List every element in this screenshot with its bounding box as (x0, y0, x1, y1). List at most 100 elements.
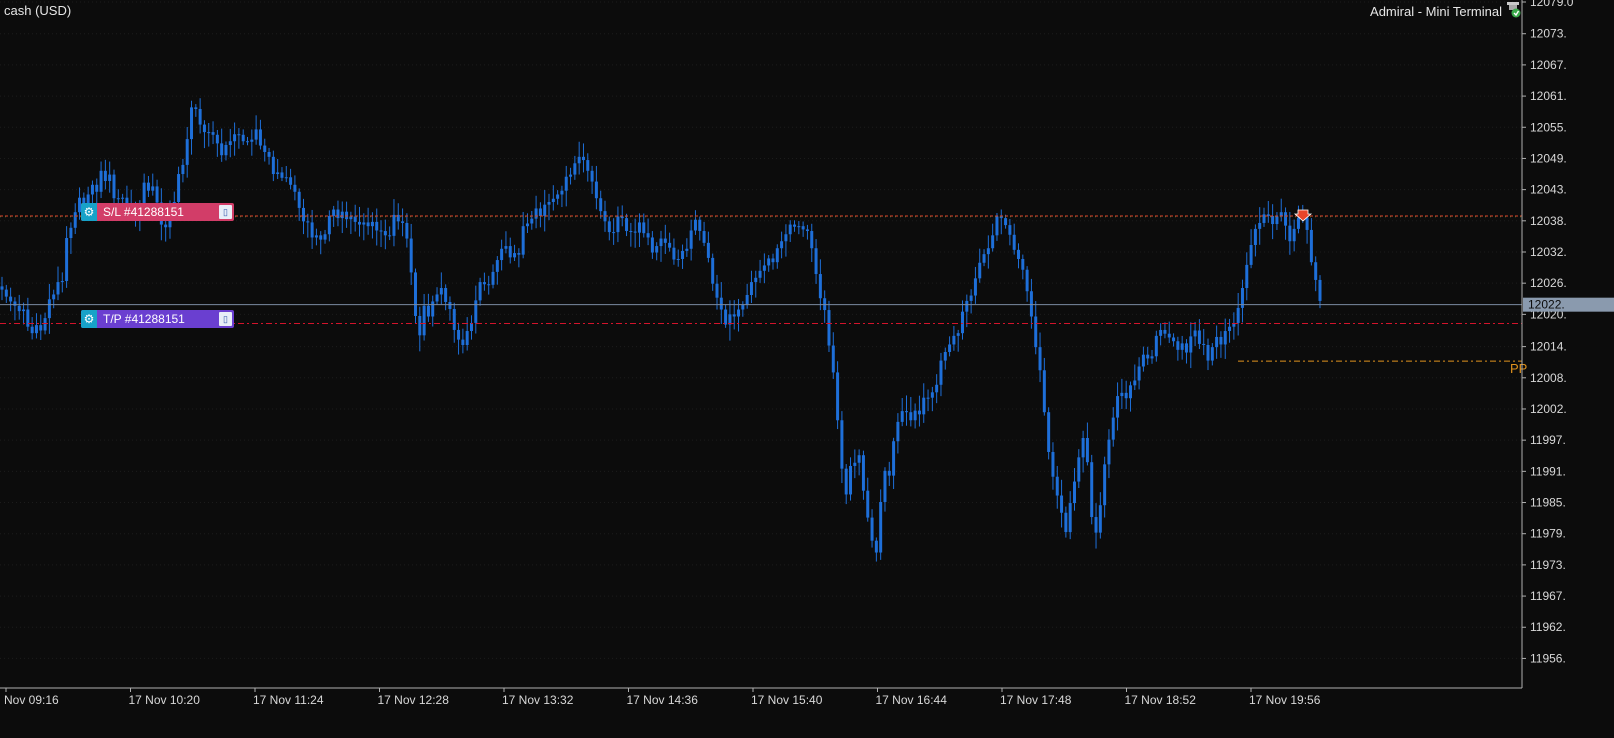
candle-body (370, 221, 374, 227)
candle-body (793, 224, 797, 227)
candle-body (905, 411, 909, 413)
candle-body (1029, 291, 1033, 317)
x-tick-label: 17 Nov 14:36 (627, 693, 699, 707)
candle-body (693, 219, 697, 231)
candle-body (1172, 337, 1176, 342)
drag-handle-icon[interactable]: ▯ (219, 312, 232, 326)
candle-body (681, 250, 685, 259)
candle-body (491, 271, 495, 285)
candle-body (1016, 249, 1020, 259)
candle-body (1262, 214, 1266, 223)
candle-body (112, 174, 116, 199)
candle-body (517, 253, 521, 255)
candle-body (642, 222, 646, 234)
candle-body (939, 360, 943, 385)
settings-gear-icon[interactable]: ⚙ (81, 310, 97, 328)
candle-body (917, 410, 921, 415)
candle-body (198, 108, 202, 125)
candle-body (749, 282, 753, 296)
stop-loss-label[interactable]: ⚙ S/L #41288151 ▯ (81, 203, 234, 221)
candle-body (879, 501, 883, 553)
settings-gear-icon[interactable]: ⚙ (81, 203, 97, 221)
candle-body (17, 305, 21, 312)
candle-body (741, 304, 745, 310)
candle-body (353, 216, 357, 222)
candle-body (99, 170, 103, 192)
candle-body (732, 314, 736, 317)
candle-body (1150, 356, 1154, 359)
candle-body (1120, 392, 1124, 397)
candle-body (689, 230, 693, 249)
candle-body (801, 226, 805, 230)
candle-body (913, 410, 917, 421)
candle-body (659, 238, 663, 247)
candle-body (926, 397, 930, 399)
candle-body (965, 300, 969, 312)
candle-body (293, 184, 297, 192)
candle-body (108, 174, 112, 182)
candle-body (250, 139, 254, 142)
candle-body (672, 247, 676, 260)
candle-body (345, 211, 349, 220)
y-tick-label: 11985. (1530, 496, 1566, 510)
candle-body (594, 181, 598, 199)
candle-body (90, 184, 94, 195)
candle-body (73, 212, 77, 228)
candle-body (633, 231, 637, 233)
candle-body (564, 176, 568, 191)
take-profit-label[interactable]: ⚙ T/P #41288151 ▯ (81, 310, 234, 328)
candle-body (762, 265, 766, 271)
candle-body (452, 308, 456, 330)
candle-body (525, 223, 529, 227)
candle-body (276, 172, 280, 175)
candle-body (444, 288, 448, 302)
candle-body (590, 170, 594, 182)
candle-body (375, 221, 379, 231)
candle-body (185, 139, 189, 165)
candle-body (1309, 229, 1313, 263)
candle-body (465, 331, 469, 345)
candle-body (1116, 396, 1120, 418)
candle-body (1124, 392, 1128, 399)
candle-body (857, 455, 861, 463)
candle-body (228, 141, 232, 146)
drag-handle-icon[interactable]: ▯ (219, 205, 232, 219)
candle-body (4, 289, 8, 297)
candle-body (810, 231, 814, 249)
candle-body (1021, 258, 1025, 270)
x-tick-label: 17 Nov 17:48 (1000, 693, 1072, 707)
candle-body (586, 160, 590, 171)
candle-body (1055, 476, 1059, 496)
stop-loss-text: S/L #41288151 (103, 205, 184, 219)
candle-body (1219, 336, 1223, 345)
candle-body (637, 222, 641, 233)
candle-body (202, 124, 206, 133)
candle-body (573, 163, 577, 175)
candle-body (982, 254, 986, 263)
candle-body (1146, 354, 1150, 359)
candle-body (1159, 329, 1163, 336)
candle-body (1296, 217, 1300, 229)
candle-body (1154, 335, 1158, 357)
candle-body (650, 237, 654, 253)
candle-body (69, 227, 73, 239)
candle-body (961, 311, 965, 334)
mini-terminal-icon[interactable] (1504, 0, 1522, 18)
candle-body (1189, 336, 1193, 353)
candle-body (861, 455, 865, 491)
candle-body (1064, 512, 1068, 533)
candle-body (478, 282, 482, 301)
candle-body (323, 234, 327, 240)
candle-body (1245, 264, 1249, 289)
candle-body (758, 270, 762, 278)
candle-body (952, 335, 956, 345)
candle-body (1163, 329, 1167, 334)
candle-body (577, 156, 581, 164)
y-tick-label: 12014. (1530, 340, 1567, 354)
candle-body (1206, 345, 1210, 361)
candle-body (0, 286, 4, 290)
candle-body (254, 129, 258, 140)
candle-body (1098, 505, 1102, 533)
